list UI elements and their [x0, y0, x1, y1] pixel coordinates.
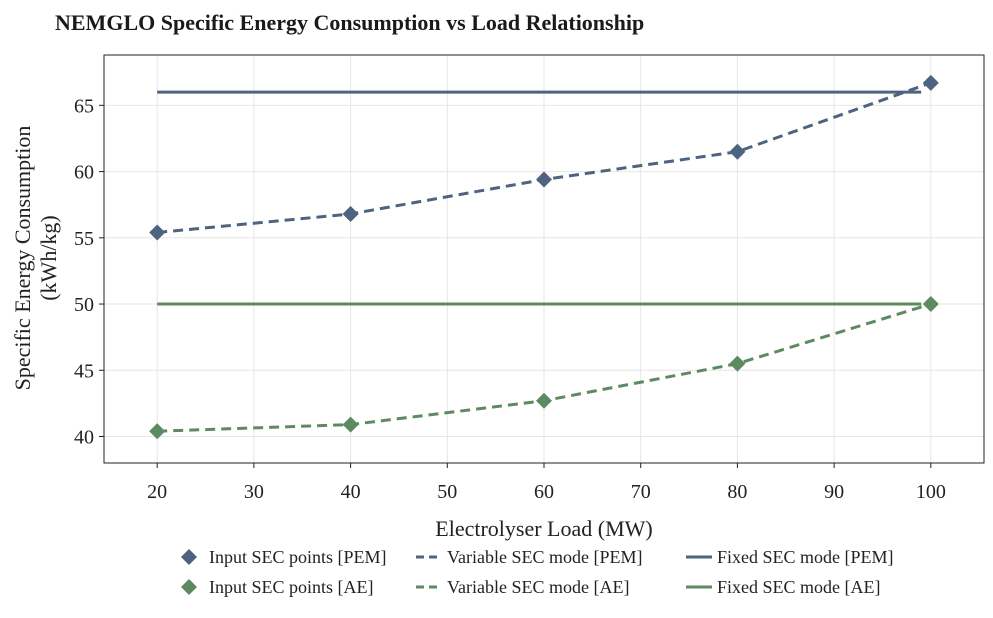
legend-label: Variable SEC mode [AE]	[447, 577, 629, 597]
y-axis-label-line1: Specific Energy Consumption	[10, 126, 35, 391]
x-tick-label: 50	[437, 481, 457, 503]
data-point	[149, 224, 166, 241]
data-point	[922, 296, 939, 313]
x-tick-label: 30	[244, 481, 264, 503]
x-tick-label: 80	[727, 481, 747, 503]
legend-label: Input SEC points [AE]	[209, 577, 374, 597]
tick-labels: 20 30 40 50 60 70 80 90 100 40 45 50 55 60 65	[74, 95, 946, 503]
legend-label: Fixed SEC mode [PEM]	[717, 547, 894, 567]
chart-title: NEMGLO Specific Energy Consumption vs Lo…	[55, 10, 644, 35]
legend: Input SEC points [PEM] Variable SEC mode …	[181, 547, 894, 597]
x-axis-label: Electrolyser Load (MW)	[435, 516, 652, 541]
data-point	[729, 355, 746, 372]
y-axis-label-line2: (kWh/kg)	[36, 215, 61, 301]
legend-marker	[181, 579, 197, 595]
data-point	[342, 416, 359, 433]
legend-marker	[181, 549, 197, 565]
legend-label: Variable SEC mode [PEM]	[447, 547, 642, 567]
legend-item-variable-sec-mode-pem: Variable SEC mode [PEM]	[416, 547, 642, 567]
y-tick-label: 60	[74, 162, 94, 184]
data-point	[342, 205, 359, 222]
x-tick-label: 40	[341, 481, 361, 503]
series-input-sec-points-ae	[149, 296, 939, 440]
y-tick-label: 65	[74, 95, 94, 117]
y-tick-label: 50	[74, 294, 94, 316]
x-tick-label: 70	[631, 481, 651, 503]
x-tick-label: 20	[147, 481, 167, 503]
legend-item-input-sec-points-pem: Input SEC points [PEM]	[181, 547, 387, 567]
y-tick-label: 45	[74, 360, 94, 382]
legend-item-input-sec-points-ae: Input SEC points [AE]	[181, 577, 374, 597]
data-point	[729, 143, 746, 160]
x-tick-label: 60	[534, 481, 554, 503]
data-point	[536, 171, 552, 188]
y-tick-label: 40	[74, 427, 94, 449]
y-axis-label: Specific Energy Consumption (kWh/kg)	[10, 126, 61, 391]
data-point	[149, 423, 166, 440]
y-tick-label: 55	[74, 228, 94, 250]
x-tick-label: 100	[916, 481, 946, 503]
legend-label: Fixed SEC mode [AE]	[717, 577, 881, 597]
legend-item-fixed-sec-mode-pem: Fixed SEC mode [PEM]	[686, 547, 894, 567]
series-input-sec-points-pem	[149, 74, 939, 241]
legend-label: Input SEC points [PEM]	[209, 547, 387, 567]
x-tick-label: 90	[824, 481, 844, 503]
series-layer	[149, 74, 939, 440]
legend-item-fixed-sec-mode-ae: Fixed SEC mode [AE]	[686, 577, 881, 597]
data-point	[922, 74, 939, 91]
data-point	[536, 392, 552, 409]
legend-item-variable-sec-mode-ae: Variable SEC mode [AE]	[416, 577, 629, 597]
